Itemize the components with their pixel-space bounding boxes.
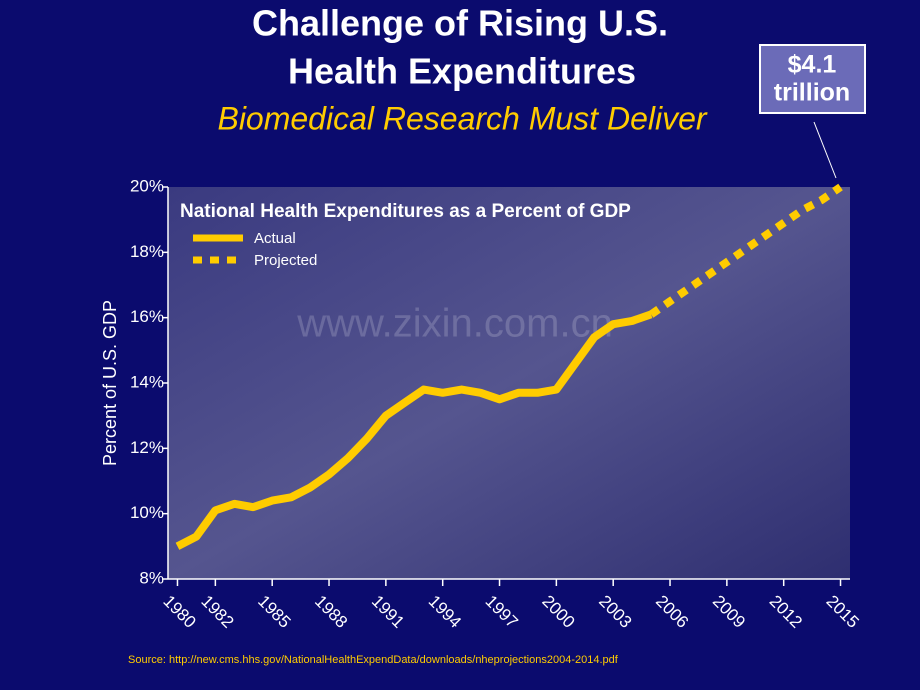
watermark: www.zixin.com.cn — [296, 302, 613, 346]
legend-label: Projected — [254, 252, 317, 269]
y-tick-label: 14% — [130, 372, 164, 391]
y-tick-label: 10% — [130, 503, 164, 522]
callout-text: $4.1 — [788, 51, 837, 79]
subtitle: Biomedical Research Must Deliver — [217, 100, 707, 136]
title: Challenge of Rising U.S. — [252, 3, 668, 44]
series-line — [175, 310, 653, 550]
y-tick-label: 8% — [139, 568, 164, 587]
legend-label: Actual — [254, 230, 296, 247]
callout-box — [759, 44, 866, 114]
y-tick-label: 18% — [130, 242, 164, 261]
callout-text: trillion — [774, 79, 850, 107]
title: Health Expenditures — [288, 51, 636, 92]
series-line — [648, 183, 843, 318]
chart-title: National Health Expenditures as a Percen… — [180, 201, 631, 222]
y-tick-label: 16% — [130, 307, 164, 326]
y-tick-label: 12% — [130, 438, 164, 457]
y-tick-label: 20% — [130, 176, 164, 195]
callout-pointer — [813, 121, 837, 179]
y-axis-label: Percent of U.S. GDP — [100, 300, 120, 466]
source: Source: http://new.cms.hhs.gov/NationalH… — [128, 654, 619, 666]
